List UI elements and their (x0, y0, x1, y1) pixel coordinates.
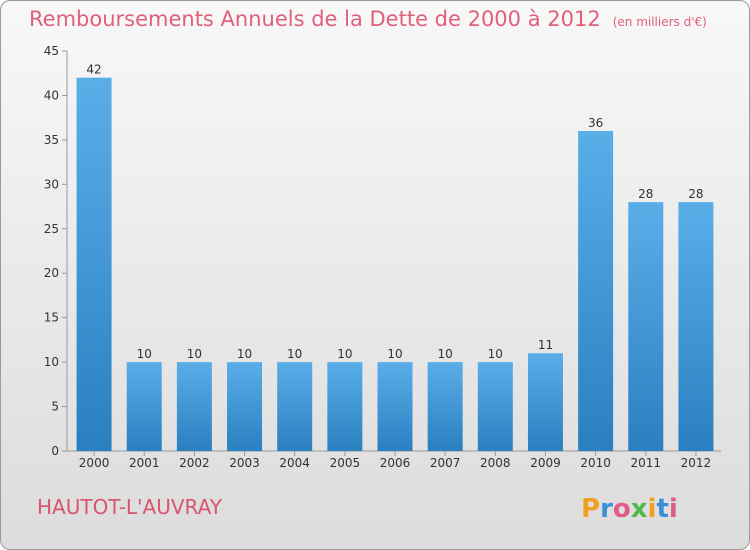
y-tick-label: 40 (44, 88, 59, 102)
bar-2000 (76, 77, 112, 452)
y-tick-label: 35 (44, 133, 59, 147)
chart-title: Remboursements Annuels de la Dette de 20… (29, 7, 707, 31)
bar-2010 (578, 131, 614, 451)
x-tick-label: 2004 (279, 456, 310, 470)
data-label-2006: 10 (387, 347, 402, 361)
data-label-2005: 10 (337, 347, 352, 361)
data-label-2009: 11 (538, 338, 553, 352)
data-label-2011: 28 (638, 187, 653, 201)
chart-title-text: Remboursements Annuels de la Dette de 20… (29, 7, 601, 31)
x-tick-label: 2000 (79, 456, 110, 470)
bar-2009 (527, 353, 563, 451)
bar-2002 (176, 362, 212, 451)
data-label-2003: 10 (237, 347, 252, 361)
y-tick-label: 0 (51, 444, 59, 458)
data-label-2008: 10 (488, 347, 503, 361)
bar-2004 (277, 362, 313, 451)
bar-2006 (377, 362, 413, 451)
data-label-2001: 10 (137, 347, 152, 361)
data-label-2000: 42 (86, 63, 101, 77)
x-tick-label: 2011 (630, 456, 661, 470)
data-label-2012: 28 (688, 187, 703, 201)
x-tick-label: 2010 (580, 456, 611, 470)
y-tick-label: 20 (44, 266, 59, 280)
chart-bars (76, 77, 714, 452)
bar-2007 (427, 362, 463, 451)
proxiti-logo-text: Proxiti (581, 494, 678, 524)
x-tick-label: 2009 (530, 456, 561, 470)
x-tick-label: 2002 (179, 456, 210, 470)
y-tick-label: 30 (44, 177, 59, 191)
y-tick-label: 25 (44, 222, 59, 236)
bar-2005 (327, 362, 363, 451)
data-label-2002: 10 (187, 347, 202, 361)
proxiti-logo: Proxiti (581, 494, 678, 524)
x-tick-label: 2001 (129, 456, 160, 470)
bar-2001 (126, 362, 162, 451)
chart-data-labels: 42 10 10 10 10 10 10 10 10 11 36 28 28 (86, 63, 703, 361)
bar-2003 (227, 362, 263, 451)
data-label-2010: 36 (588, 116, 603, 130)
x-tick-label: 2005 (330, 456, 361, 470)
bar-2008 (477, 362, 513, 451)
commune-name: HAUTOT-L'AUVRAY (37, 495, 222, 519)
bar-chart: 0 5 10 15 20 25 30 35 40 45 2000 2001 2002 2003 2004 20… (44, 44, 721, 470)
chart-axes: 0 5 10 15 20 25 30 35 40 45 2000 2001 2002 2003 2004 20… (44, 44, 721, 470)
data-label-2007: 10 (438, 347, 453, 361)
bar-2012 (678, 202, 714, 451)
x-tick-label: 2006 (380, 456, 411, 470)
x-tick-label: 2007 (430, 456, 461, 470)
x-tick-label: 2012 (681, 456, 712, 470)
chart-unit-note: (en milliers d'€) (612, 15, 707, 29)
bar-2011 (628, 202, 664, 451)
x-tick-label: 2003 (229, 456, 260, 470)
data-label-2004: 10 (287, 347, 302, 361)
x-tick-label: 2008 (480, 456, 511, 470)
y-tick-label: 10 (44, 355, 59, 369)
y-tick-label: 15 (44, 311, 59, 325)
y-tick-label: 5 (51, 400, 59, 414)
y-tick-label: 45 (44, 44, 59, 58)
